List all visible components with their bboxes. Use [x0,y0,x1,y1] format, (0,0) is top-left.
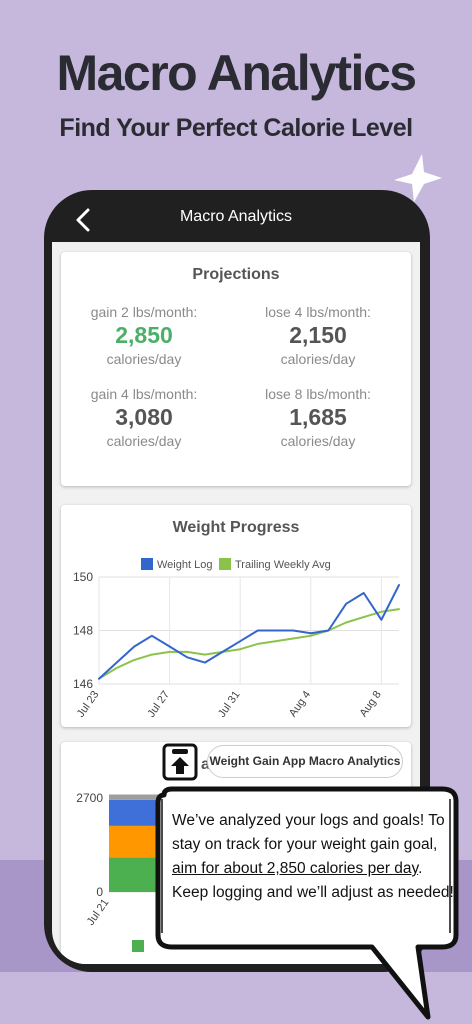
projections-card: Projections gain 2 lbs/month: 2,850 calo… [61,252,411,486]
legend-swatch [219,558,231,570]
x-tick-label: Aug 4 [287,689,313,719]
weight-progress-card: Weight Progress Weight Log Trailing Weekl… [61,505,411,727]
projection-label: gain 4 lbs/month: [90,386,198,402]
x-tick-label: Jul 23 [75,689,102,720]
projection-value: 1,685 [289,404,347,430]
weight-progress-chart: Weight Log Trailing Weekly Avg 146 148 150 Ju… [73,558,400,720]
weight-progress-title: Weight Progress [172,519,300,536]
appbar-title: Macro Analytics [179,208,293,225]
bubble-text-before: We’ve analyzed your logs and goals! To s… [172,812,445,853]
projection-unit: calories/day [280,351,356,367]
macro-card-title-fragment: a [201,756,210,773]
projection-lose-8: lose 8 lbs/month: 1,685 calories/day [243,386,393,449]
projection-value: 2,850 [115,322,173,348]
projection-unit: calories/day [106,351,182,367]
chevron-left-icon[interactable] [70,206,98,234]
macro-analytics-pill-button[interactable]: Weight Gain App Macro Analytics [207,745,403,778]
sparkle-icon [394,154,442,202]
series-line [98,584,400,680]
projection-label: lose 8 lbs/month: [265,386,371,402]
legend-label: Weight Log [157,559,212,571]
y-tick-label: 2700 [76,791,103,805]
upload-icon[interactable] [162,743,198,781]
x-tick-label: Aug 8 [357,689,383,719]
series-line [98,608,400,680]
x-tick-label: Jul 21 [85,897,112,928]
y-tick-label: 146 [73,677,93,691]
y-tick-label: 150 [73,570,93,584]
projections-title: Projections [192,266,280,283]
bubble-message: We’ve analyzed your logs and goals! To s… [172,809,454,905]
legend-swatch [141,558,153,570]
y-tick-label: 0 [96,885,103,899]
projection-lose-4: lose 4 lbs/month: 2,150 calories/day [243,304,393,367]
projection-unit: calories/day [106,433,182,449]
projection-gain-2: gain 2 lbs/month: 2,850 calories/day [69,304,219,367]
legend-swatch [132,940,144,952]
promo-headline: Macro Analytics [56,45,417,101]
projection-value: 3,080 [115,404,173,430]
projection-value: 2,150 [289,322,347,348]
legend-label: Trailing Weekly Avg [235,559,331,571]
bubble-text-after: . Keep logging and we’ll adjust as neede… [172,860,454,901]
projection-gain-4: gain 4 lbs/month: 3,080 calories/day [69,386,219,449]
projection-unit: calories/day [280,433,356,449]
bubble-text-underlined: aim for about 2,850 calories per day [172,860,419,877]
y-tick-label: 148 [73,624,93,638]
x-tick-label: Jul 31 [216,689,243,720]
promo-subhead: Find Your Perfect Calorie Level [59,114,413,142]
speech-bubble [155,786,459,1020]
projection-label: lose 4 lbs/month: [265,304,371,320]
projection-label: gain 2 lbs/month: [90,304,198,320]
x-tick-label: Jul 27 [145,689,172,720]
